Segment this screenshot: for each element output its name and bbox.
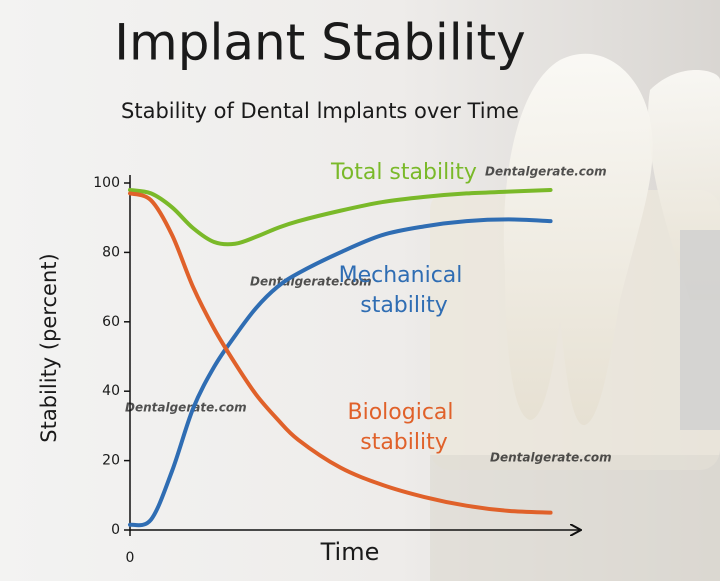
series-label: Mechanical stability: [339, 263, 470, 318]
chart-subtitle: Stability of Dental lmplants over Time: [121, 99, 519, 123]
watermark: Dentalgerate.com: [125, 401, 247, 415]
series-line: [128, 187, 553, 247]
y-axis-label: Stability (percent): [37, 253, 61, 442]
y-tick-label: 40: [102, 383, 120, 399]
series-line: [128, 217, 553, 528]
y-tick-label: 60: [102, 314, 120, 330]
watermark: Dentalgerate.com: [490, 451, 612, 465]
series-label: Biological stability: [348, 400, 461, 455]
y-tick-label: 100: [93, 175, 120, 191]
series-label-line: stability: [360, 430, 448, 455]
y-tick-label: 80: [102, 244, 120, 260]
y-tick-label: 0: [111, 522, 120, 538]
series-label: Total stability: [330, 160, 477, 185]
y-tick-label: 20: [102, 453, 120, 469]
series-label-line: Mechanical: [339, 263, 470, 288]
chart-title: Implant Stability: [114, 14, 526, 72]
series-line: [128, 191, 553, 515]
series-label-line: stability: [360, 293, 448, 318]
series-label-line: Biological: [348, 400, 461, 425]
watermark: Dentalgerate.com: [485, 165, 607, 179]
x-tick-label: 0: [126, 550, 135, 566]
x-axis-label: Time: [320, 538, 380, 566]
